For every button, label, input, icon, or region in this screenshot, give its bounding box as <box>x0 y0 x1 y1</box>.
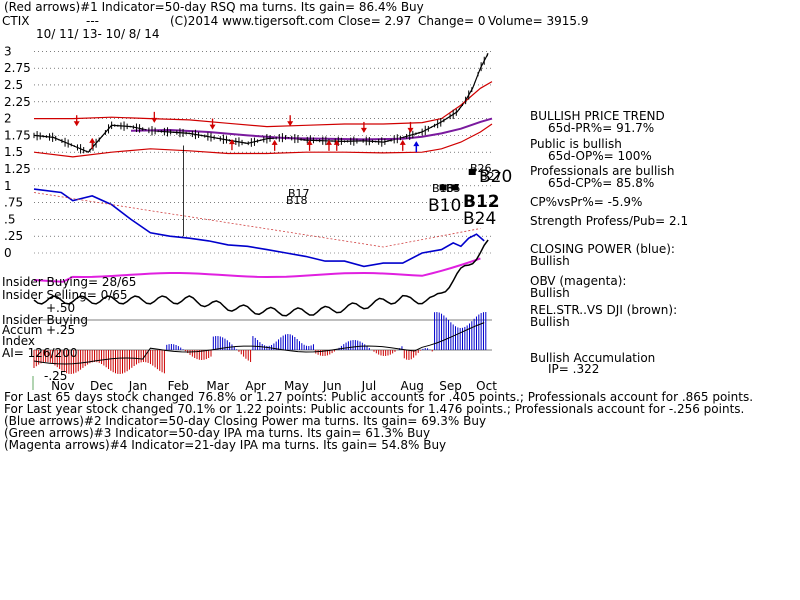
y-tick-label: 1 <box>4 179 12 193</box>
cp-value: 65d-CP%= 85.8% <box>548 176 655 190</box>
marker-b27: B27 <box>480 170 502 183</box>
red-arrow-head <box>399 139 406 145</box>
blue-arrow-head <box>413 141 420 147</box>
red-arrow-head <box>73 121 80 127</box>
red-arrow-head <box>287 121 294 127</box>
x-tick-label: Jan <box>128 379 148 393</box>
red-arrow-head <box>333 139 340 145</box>
x-tick-label: Mar <box>206 379 229 393</box>
x-tick-label: Apr <box>245 379 266 393</box>
copyright: (C)2014 www.tigersoft.com <box>170 14 334 28</box>
footer-year: For Last year stock changed 70.1% or 1.2… <box>4 402 745 416</box>
accum-level-plus: +.25 <box>46 323 76 337</box>
y-tick-label: 1.75 <box>4 128 31 142</box>
public-bullish: Public is bullish <box>530 137 622 151</box>
x-tick-label: Nov <box>51 379 74 393</box>
pros-bullish: Professionals are bullish <box>530 164 675 178</box>
y-tick-label: 2 <box>4 112 12 126</box>
accum-ma-line <box>33 322 485 365</box>
x-tick-label: Dec <box>90 379 113 393</box>
series-upper-band <box>34 81 493 128</box>
marker-b24: B24 <box>463 209 497 229</box>
footer-indicator-2: (Blue arrows)#2 Indicator=50-day Closing… <box>4 414 487 428</box>
cp-vs-pr: CP%vsPr%= -5.9% <box>530 195 643 209</box>
y-tick-label: 2.25 <box>4 95 31 109</box>
relstr-value: Bullish <box>530 315 570 329</box>
red-arrow-head <box>407 127 414 133</box>
x-tick-label: Jun <box>322 379 342 393</box>
strength-ratio: Strength Profess/Pub= 2.1 <box>530 214 689 228</box>
date-range: 10/ 11/ 13- 10/ 8/ 14 <box>36 27 160 41</box>
x-tick-label: Feb <box>168 379 189 393</box>
accum-label: Accum <box>2 323 43 337</box>
marker-b18: B18 <box>286 194 308 207</box>
red-arrow-head <box>306 139 313 145</box>
ip-value: IP= .322 <box>548 362 600 376</box>
y-tick-label: 1.5 <box>4 145 23 159</box>
y-tick-label: 3 <box>4 44 12 58</box>
marker-b5: B5 <box>446 182 461 195</box>
y-tick-label: .75 <box>4 196 23 210</box>
header-dash: --- <box>86 14 99 28</box>
y-tick-label: 1.25 <box>4 162 31 176</box>
close-value: Close= 2.97 <box>338 14 412 28</box>
obv-title: OBV (magenta): <box>530 274 627 288</box>
insider-buying: Insider Buying= 28/65 <box>2 275 137 289</box>
closing-power-ma <box>33 192 481 248</box>
marker-square <box>468 168 476 175</box>
closing-power-title: CLOSING POWER (blue): <box>530 242 675 256</box>
change-value: Change= 0 <box>418 14 486 28</box>
marker-b17: B17 <box>288 187 310 200</box>
accum-title: Bullish Accumulation <box>530 351 656 365</box>
marker-b10: B10 <box>428 196 462 216</box>
red-arrow-head <box>360 127 367 133</box>
x-tick-label: Oct <box>476 379 497 393</box>
footer-65day: For Last 65 days stock changed 76.8% or … <box>4 390 754 404</box>
red-arrow-head <box>325 139 332 145</box>
pr-value: 65d-PR%= 91.7% <box>548 121 655 135</box>
red-arrow-head <box>228 139 235 145</box>
insider-buying-2: Insider Buying <box>2 313 88 327</box>
red-arrow-head <box>209 124 216 130</box>
x-tick-label: May <box>284 379 309 393</box>
accum-level-minus: -.25 <box>44 369 68 383</box>
op-value: 65d-OP%= 100% <box>548 149 652 163</box>
y-tick-label: .25 <box>4 229 23 243</box>
marker-square <box>451 184 459 191</box>
y-tick-label: 2.5 <box>4 78 23 92</box>
marker-b26: B26 <box>470 162 492 175</box>
footer-indicator-4: (Magenta arrows)#4 Indicator=21-day IPA … <box>4 438 447 452</box>
relstr-title: REL.STR..VS DJI (brown): <box>530 303 678 317</box>
y-tick-label: .5 <box>4 212 15 226</box>
red-arrow-head <box>89 137 96 143</box>
insider-selling: Insider Selling= 0/65 <box>2 288 128 302</box>
marker-b16: B16 <box>432 182 454 195</box>
ai-value: AI= 126/200 <box>2 346 78 360</box>
y-tick-label: 0 <box>4 246 12 260</box>
obv-value: Bullish <box>530 286 570 300</box>
marker-square <box>439 184 447 191</box>
closing-power-value: Bullish <box>530 254 570 268</box>
trend-title: BULLISH PRICE TREND <box>530 109 665 123</box>
marker-b20: B20 <box>479 167 513 187</box>
series-moving-average <box>130 117 493 141</box>
ticker-symbol: CTIX <box>2 14 30 28</box>
footer-indicator-3: (Green arrows)#3 Indicator=50-day IPA ma… <box>4 426 431 440</box>
x-tick-label: Sep <box>439 379 462 393</box>
series-closing-power <box>33 188 485 268</box>
obv-level-label: +.50 <box>46 301 76 315</box>
red-arrow-head <box>271 139 278 145</box>
series-lower-band <box>33 123 493 158</box>
x-tick-label: Jul <box>361 379 376 393</box>
x-tick-label: Aug <box>400 379 423 393</box>
volume-value: Volume= 3915.9 <box>488 14 589 28</box>
index-label: Index <box>2 334 36 348</box>
obv-line <box>33 257 481 283</box>
header-indicator-1: (Red arrows)#1 Indicator=50-day RSQ ma t… <box>4 0 424 14</box>
relstr-line <box>33 239 489 317</box>
red-arrow-head <box>151 117 158 123</box>
y-tick-label: 2.75 <box>4 61 31 75</box>
marker-b12: B12 <box>463 192 500 212</box>
